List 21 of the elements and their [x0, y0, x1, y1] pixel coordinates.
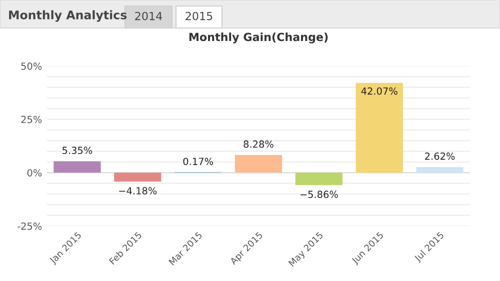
y-tick-label: -25% — [18, 222, 42, 230]
text: 2014 — [135, 12, 162, 20]
bar — [234, 155, 282, 173]
text: 2015 — [186, 12, 212, 20]
data-label: 2.62% — [425, 152, 455, 160]
y-tick-label: 0% — [27, 169, 42, 176]
data-label: 42.07% — [361, 87, 398, 95]
data-label: −5.86% — [300, 190, 338, 198]
text: Monthly Analytics — [9, 10, 127, 22]
y-tick-label: 50% — [21, 62, 42, 70]
bar — [114, 172, 162, 182]
chart-title: Monthly Gain(Change) — [189, 32, 328, 44]
bar — [356, 82, 403, 173]
data-label: 8.28% — [244, 140, 274, 148]
data-label: 0.17% — [183, 158, 213, 166]
data-label: −4.18% — [119, 187, 157, 194]
bar — [295, 172, 342, 186]
y-tick-label: 25% — [21, 116, 42, 124]
data-label: 5.35% — [62, 146, 92, 154]
bar — [416, 167, 464, 173]
bar — [54, 161, 101, 173]
